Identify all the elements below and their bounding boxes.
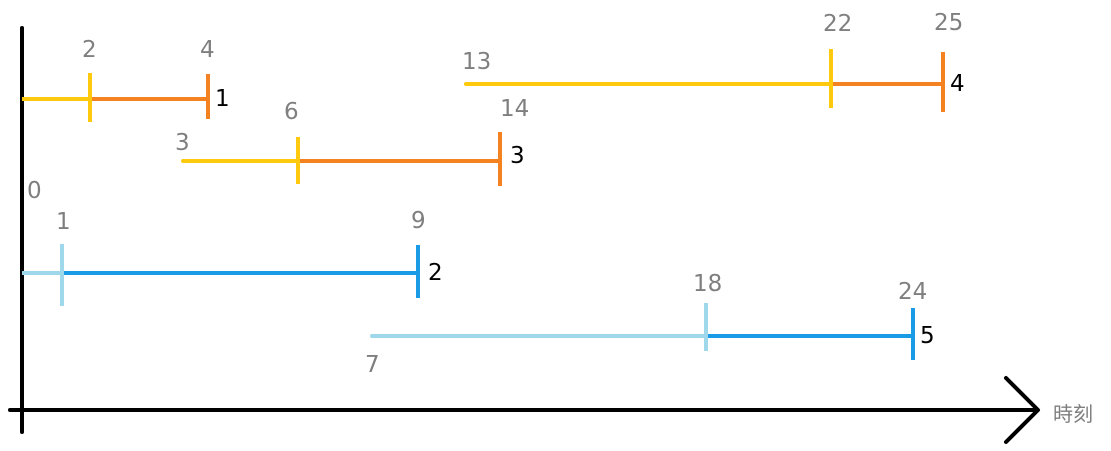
interval-3-end-label: 14 [500, 96, 529, 122]
x-axis-label: 時刻 [1053, 402, 1093, 426]
interval-5-id-label: 5 [920, 323, 935, 349]
interval-5-mid-label: 18 [693, 271, 722, 297]
interval-4-id-label: 4 [950, 71, 965, 97]
interval-4-start-label: 13 [462, 49, 491, 75]
interval-4-mid-label: 22 [823, 11, 852, 37]
interval-1-mid-label: 2 [82, 37, 97, 63]
interval-5-end-label: 24 [898, 279, 927, 305]
interval-3-id-label: 3 [510, 143, 525, 169]
interval-2-start-label: 0 [27, 178, 42, 204]
interval-5: 7 18 24 5 [365, 271, 935, 378]
interval-2: 0 1 9 2 [22, 178, 443, 306]
interval-1-end-label: 4 [200, 37, 215, 63]
x-axis-arrowhead [1004, 376, 1040, 444]
interval-2-id-label: 2 [428, 260, 443, 286]
interval-3: 3 6 14 3 [175, 96, 529, 186]
interval-1: 2 4 1 [22, 37, 230, 122]
interval-3-mid-label: 6 [284, 99, 299, 125]
interval-4: 13 22 25 4 [462, 10, 965, 112]
interval-4-end-label: 25 [934, 10, 963, 36]
interval-1-id-label: 1 [215, 86, 230, 112]
interval-2-mid-label: 1 [56, 209, 71, 235]
interval-2-end-label: 9 [411, 208, 426, 234]
interval-5-start-label: 7 [365, 352, 380, 378]
interval-3-start-label: 3 [175, 130, 190, 156]
